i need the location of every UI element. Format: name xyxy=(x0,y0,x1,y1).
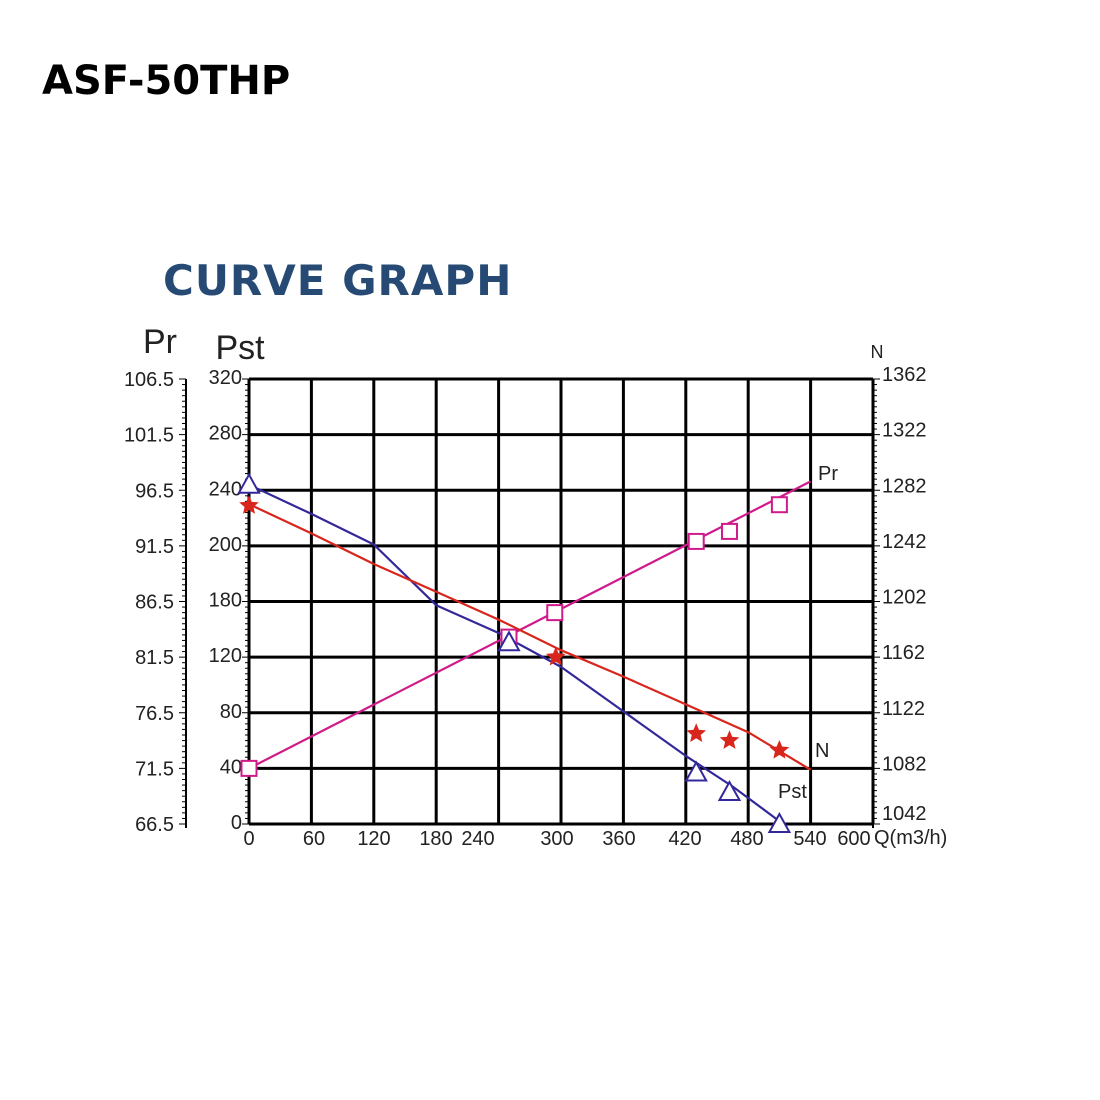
series-line-pr xyxy=(248,480,812,770)
pr-axis-title: Pr xyxy=(143,323,177,361)
pst-axis-title: Pst xyxy=(215,329,265,367)
series-line-pst xyxy=(248,483,781,823)
grid-lines xyxy=(247,377,875,826)
pst-tick-label: 120 xyxy=(209,645,242,667)
x-tick-label: 240 xyxy=(461,828,494,850)
pst-marker-triangle xyxy=(684,760,708,782)
pst-tick-label: 320 xyxy=(209,367,242,389)
n-tick-label: 1242 xyxy=(882,531,927,553)
pr-tick-label: 66.5 xyxy=(135,814,174,836)
n-tick-label: 1202 xyxy=(882,587,927,609)
x-tick-label: 0 xyxy=(243,828,254,850)
n-marker-star xyxy=(545,646,566,666)
series-label-pst: Pst xyxy=(778,781,807,803)
pst-marker-triangle xyxy=(237,472,261,494)
pr-tick-label: 76.5 xyxy=(135,703,174,725)
n-tick-label: 1162 xyxy=(882,642,925,664)
series-line-n xyxy=(248,503,812,771)
series-curves: Pr Pst N xyxy=(248,463,838,823)
pr-marker-square xyxy=(770,496,788,514)
pst-tick-label: 40 xyxy=(220,756,242,778)
x-axis-title: Q(m3/h) xyxy=(874,827,947,849)
n-tick-label: 1322 xyxy=(882,420,927,442)
axis-rulers xyxy=(179,378,880,828)
axis-labels: Pr Pst N 106.5 101.5 96.5 91.5 86.5 81.5 76.5 71.5… xyxy=(124,323,947,850)
pr-tick-label: 101.5 xyxy=(124,425,174,447)
n-marker-star xyxy=(769,740,790,759)
curve-graph-title: CURVE GRAPH xyxy=(163,256,513,305)
pr-tick-label: 71.5 xyxy=(135,758,174,780)
series-label-pr: Pr xyxy=(818,463,838,485)
pst-tick-label: 280 xyxy=(209,423,242,445)
series-label-n: N xyxy=(815,740,829,762)
n-tick-label: 1362 xyxy=(882,364,927,386)
x-tick-label: 180 xyxy=(419,828,452,850)
n-marker-star xyxy=(686,723,707,742)
x-tick-label: 600 xyxy=(837,828,870,850)
x-tick-label: 300 xyxy=(540,828,573,850)
n-marker-star xyxy=(239,495,259,514)
x-tick-label: 480 xyxy=(730,828,763,850)
series-markers xyxy=(237,472,792,833)
pr-marker-square xyxy=(240,759,258,777)
x-tick-label: 60 xyxy=(303,828,325,850)
n-marker-star xyxy=(719,730,740,749)
pst-tick-label: 180 xyxy=(209,590,242,612)
n-axis-title: N xyxy=(871,342,884,362)
n-tick-label: 1122 xyxy=(882,698,925,720)
pst-marker-triangle xyxy=(767,811,792,833)
pr-tick-label: 106.5 xyxy=(124,369,174,391)
pst-tick-label: 0 xyxy=(231,812,242,834)
pr-tick-label: 86.5 xyxy=(135,592,174,614)
pr-tick-label: 81.5 xyxy=(135,647,174,669)
n-tick-label: 1082 xyxy=(882,753,927,775)
pr-marker-square xyxy=(720,522,738,540)
x-tick-label: 360 xyxy=(602,828,635,850)
pst-tick-label: 80 xyxy=(220,701,242,723)
n-tick-label: 1042 xyxy=(882,803,927,825)
model-title: ASF-50THP xyxy=(42,58,291,104)
x-tick-label: 420 xyxy=(668,828,701,850)
pr-marker-square xyxy=(687,532,705,550)
pst-tick-label: 240 xyxy=(209,478,242,500)
pr-tick-label: 96.5 xyxy=(135,480,174,502)
pr-tick-label: 91.5 xyxy=(135,536,174,558)
pst-marker-triangle xyxy=(497,630,521,652)
n-tick-label: 1282 xyxy=(882,475,927,497)
pr-marker-square xyxy=(546,604,564,622)
x-tick-label: 120 xyxy=(357,828,390,850)
x-tick-label: 540 xyxy=(793,828,826,850)
pst-tick-label: 200 xyxy=(209,534,242,556)
pst-marker-triangle xyxy=(717,779,742,802)
